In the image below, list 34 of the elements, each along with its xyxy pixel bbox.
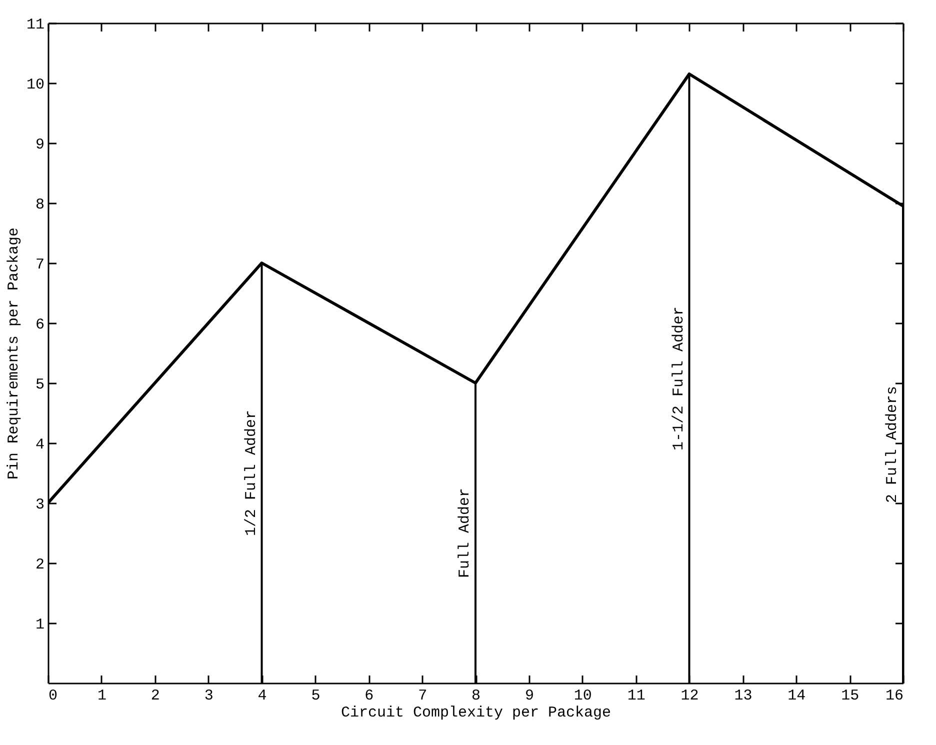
- y-tick-label: 1: [35, 616, 44, 634]
- x-tick-label: 1: [97, 688, 106, 704]
- x-tick-label: 3: [204, 688, 214, 704]
- y-tick-label: 10: [26, 76, 44, 94]
- y-tick-label: 2: [35, 556, 44, 574]
- x-tick-label: 4: [258, 688, 267, 704]
- y-tick-label: 9: [35, 136, 44, 154]
- x-tick-label: 0: [48, 688, 58, 704]
- y-axis-title: Pin Requirements per Package: [5, 227, 22, 480]
- x-tick-label: 13: [734, 688, 752, 704]
- x-tick-label: 10: [574, 688, 592, 704]
- x-tick-label: 12: [680, 688, 699, 704]
- x-axis-title: Circuit Complexity per Package: [340, 704, 612, 722]
- y-tick-label: 6: [35, 316, 44, 334]
- x-tick-label: 15: [841, 688, 860, 704]
- ref-line-label: Full Adder: [456, 488, 474, 578]
- x-tick-label: 2: [150, 688, 160, 704]
- y-tick-label: 7: [35, 256, 44, 274]
- y-tick-label: 4: [35, 436, 44, 454]
- x-tick-label: 8: [471, 688, 481, 704]
- x-tick-label: 6: [364, 688, 374, 704]
- y-tick-label: 3: [35, 496, 44, 514]
- y-tick-label: 11: [26, 16, 44, 34]
- x-tick-label: 9: [524, 688, 534, 704]
- y-tick-label: 5: [35, 376, 44, 394]
- x-tick-label: 16: [885, 688, 904, 704]
- x-tick-label: 5: [311, 688, 320, 704]
- y-tick-label: 8: [35, 196, 44, 214]
- x-tick-label: 11: [627, 688, 646, 704]
- x-tick-label: 7: [418, 688, 428, 704]
- ref-line-label: 1-1/2 Full Adder: [670, 306, 688, 451]
- ref-line-label: 2 Full Adders: [884, 386, 901, 504]
- ref-line-label: 1/2 Full Adder: [242, 410, 260, 536]
- x-tick-label: 14: [788, 688, 806, 704]
